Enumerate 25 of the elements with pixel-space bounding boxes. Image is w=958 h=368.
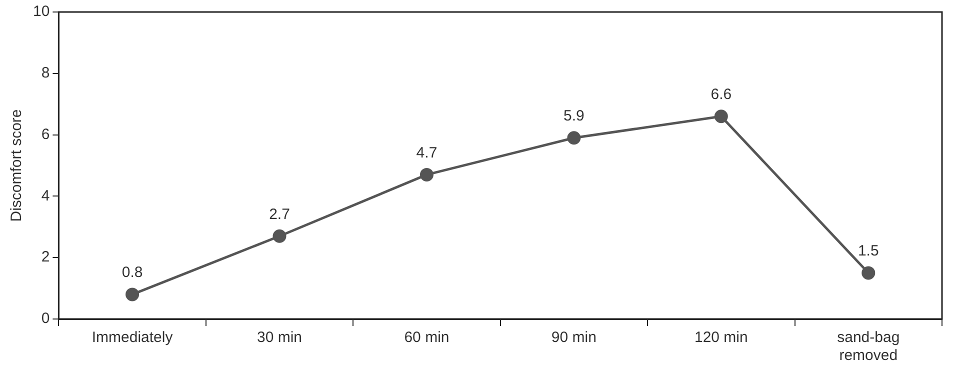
data-label: 2.7 — [269, 206, 290, 223]
point — [272, 229, 286, 243]
y-tick-label: 10 — [32, 3, 50, 20]
data-label: 0.8 — [122, 264, 143, 282]
y-tick-label: 8 — [41, 64, 50, 82]
point — [420, 168, 434, 182]
data-label: 4.7 — [416, 144, 438, 162]
x-tick-label: 90 min — [551, 329, 596, 346]
point — [567, 131, 581, 145]
x-tick-label: Immediately — [92, 329, 174, 346]
x-tick-label: 30 min — [257, 329, 302, 346]
y-tick-label: 6 — [41, 126, 50, 143]
data-label: 1.5 — [858, 242, 879, 260]
data-label: 5.9 — [564, 108, 584, 125]
y-axis-title: Discomfort score — [8, 109, 26, 222]
data-label: 6.6 — [710, 86, 732, 104]
point — [862, 266, 876, 280]
y-tick-label: 2 — [41, 248, 50, 266]
x-tick-label: sand-bag removed — [837, 329, 900, 364]
x-tick-label: 60 min — [404, 329, 450, 346]
y-tick-label: 0 — [41, 310, 50, 328]
point — [714, 110, 728, 124]
y-tick-label: 4 — [41, 187, 50, 204]
x-tick-label: 120 min — [694, 329, 748, 346]
point — [126, 288, 140, 302]
